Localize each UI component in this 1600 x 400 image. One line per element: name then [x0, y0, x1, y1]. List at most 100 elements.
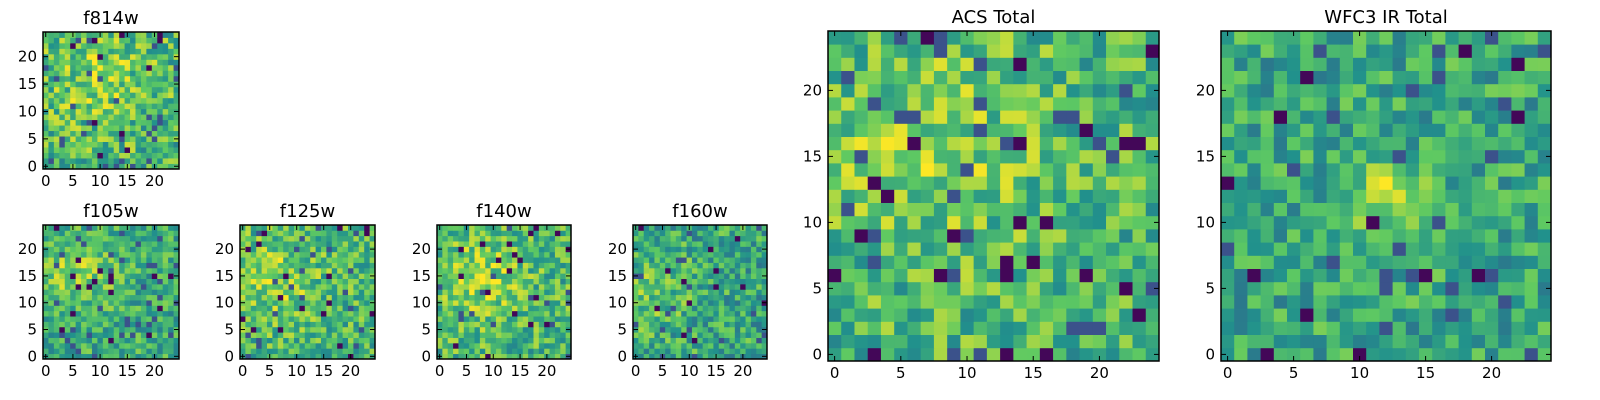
heatmap-cell [48, 92, 55, 99]
heatmap-cell [681, 267, 687, 274]
heatmap-cell [560, 310, 567, 317]
heatmap-cell [1432, 321, 1446, 335]
heatmap-cell [140, 37, 147, 44]
heatmap-cell [649, 278, 655, 285]
heatmap-cell [91, 348, 98, 355]
heatmap-cell [495, 278, 502, 285]
heatmap-cell [1026, 163, 1041, 177]
heatmap-cells [240, 225, 376, 360]
heatmap-cell [162, 64, 169, 71]
heatmap-cell [920, 321, 935, 335]
heatmap-cell [294, 310, 300, 317]
heatmap-cell [697, 246, 704, 253]
heatmap-cell [1273, 202, 1288, 217]
heatmap-cell [124, 332, 131, 338]
heatmap-cell [1106, 255, 1120, 269]
heatmap-cell [1066, 347, 1080, 362]
heatmap-cell [48, 136, 55, 142]
heatmap-cell [157, 262, 164, 269]
heatmap-cell [108, 42, 115, 49]
heatmap-cell [1366, 57, 1380, 71]
heatmap-cell [1287, 110, 1301, 124]
heatmap-cell [643, 251, 650, 258]
heatmap-cell [75, 114, 82, 121]
heatmap-cell [168, 225, 174, 231]
heatmap-cell [1313, 308, 1327, 322]
heatmap-cell [135, 114, 142, 121]
heatmap-cell [124, 348, 131, 355]
heatmap-cell [358, 326, 365, 333]
heatmap-cell [1119, 321, 1133, 335]
heatmap-cell [108, 300, 115, 306]
heatmap-cell [168, 310, 174, 317]
heatmap-cell [1392, 31, 1407, 45]
heatmap-cell [364, 289, 370, 296]
heatmap-cell [97, 332, 104, 338]
heatmap-cell [81, 103, 87, 110]
heatmap-cell [113, 326, 120, 333]
heatmap-cell [326, 326, 333, 333]
heatmap-cell [986, 83, 1001, 98]
heatmap-cell [331, 300, 338, 306]
x-tick-label: 20 [1482, 364, 1501, 382]
heatmap-cell [267, 251, 273, 258]
heatmap-cell [734, 278, 741, 285]
heatmap-cell [108, 278, 115, 285]
heatmap-cell [240, 289, 246, 296]
heatmap-cell [358, 289, 365, 296]
heatmap-cell [53, 225, 60, 231]
heatmap-cell [64, 81, 71, 88]
heatmap-cell [1498, 255, 1512, 269]
heatmap-cell [1119, 215, 1133, 230]
heatmap-cell [702, 278, 709, 285]
heatmap-cell [1405, 334, 1420, 349]
heatmap-cell [544, 316, 550, 322]
heatmap-cell [86, 342, 93, 349]
heatmap-cell [124, 64, 131, 71]
heatmap-cell [828, 136, 842, 151]
heatmap-cell [53, 310, 60, 317]
heatmap-cell [761, 337, 768, 344]
heatmap-cell [326, 283, 333, 290]
heatmap-cell [337, 310, 343, 317]
heatmap-cell [130, 141, 136, 148]
heatmap-cell [119, 152, 125, 159]
heatmap-cell [947, 123, 961, 137]
heatmap-cell [1221, 334, 1235, 349]
heatmap-cell [140, 114, 147, 121]
heatmap-cell [1092, 83, 1107, 98]
heatmap-cell [463, 246, 470, 253]
heatmap-cell [1287, 136, 1301, 151]
heatmap-cell [1273, 295, 1288, 309]
heatmap-cell [750, 225, 757, 231]
heatmap-cell [43, 262, 49, 269]
heatmap-cell [485, 235, 491, 242]
heatmap-cell [245, 348, 252, 355]
heatmap-cell [48, 300, 55, 306]
heatmap-cell [447, 283, 454, 290]
heatmap-cell [1053, 255, 1067, 269]
heatmap-cell [1132, 123, 1147, 137]
heatmap-cell [880, 123, 895, 137]
heatmap-cell [522, 241, 529, 247]
heatmap-cell [1260, 308, 1275, 322]
heatmap-cell [670, 230, 677, 237]
heatmap-cell [933, 347, 948, 362]
heatmap-cell [358, 267, 365, 274]
heatmap-cell [277, 294, 284, 301]
heatmap-cell [124, 337, 131, 344]
heatmap-cell [48, 32, 55, 38]
heatmap-cell [151, 158, 158, 164]
heatmap-cell [894, 110, 908, 124]
heatmap-cell [1366, 83, 1380, 98]
heatmap-cell [75, 251, 82, 258]
heatmap-cell [81, 114, 87, 121]
heatmap-cell [986, 347, 1001, 362]
heatmap-cell [479, 262, 486, 269]
heatmap-cell [554, 294, 561, 301]
heatmap-cell [1432, 229, 1446, 243]
heatmap-cell [1260, 149, 1275, 164]
heatmap-cell [1392, 347, 1407, 362]
heatmap-cell [81, 348, 87, 355]
